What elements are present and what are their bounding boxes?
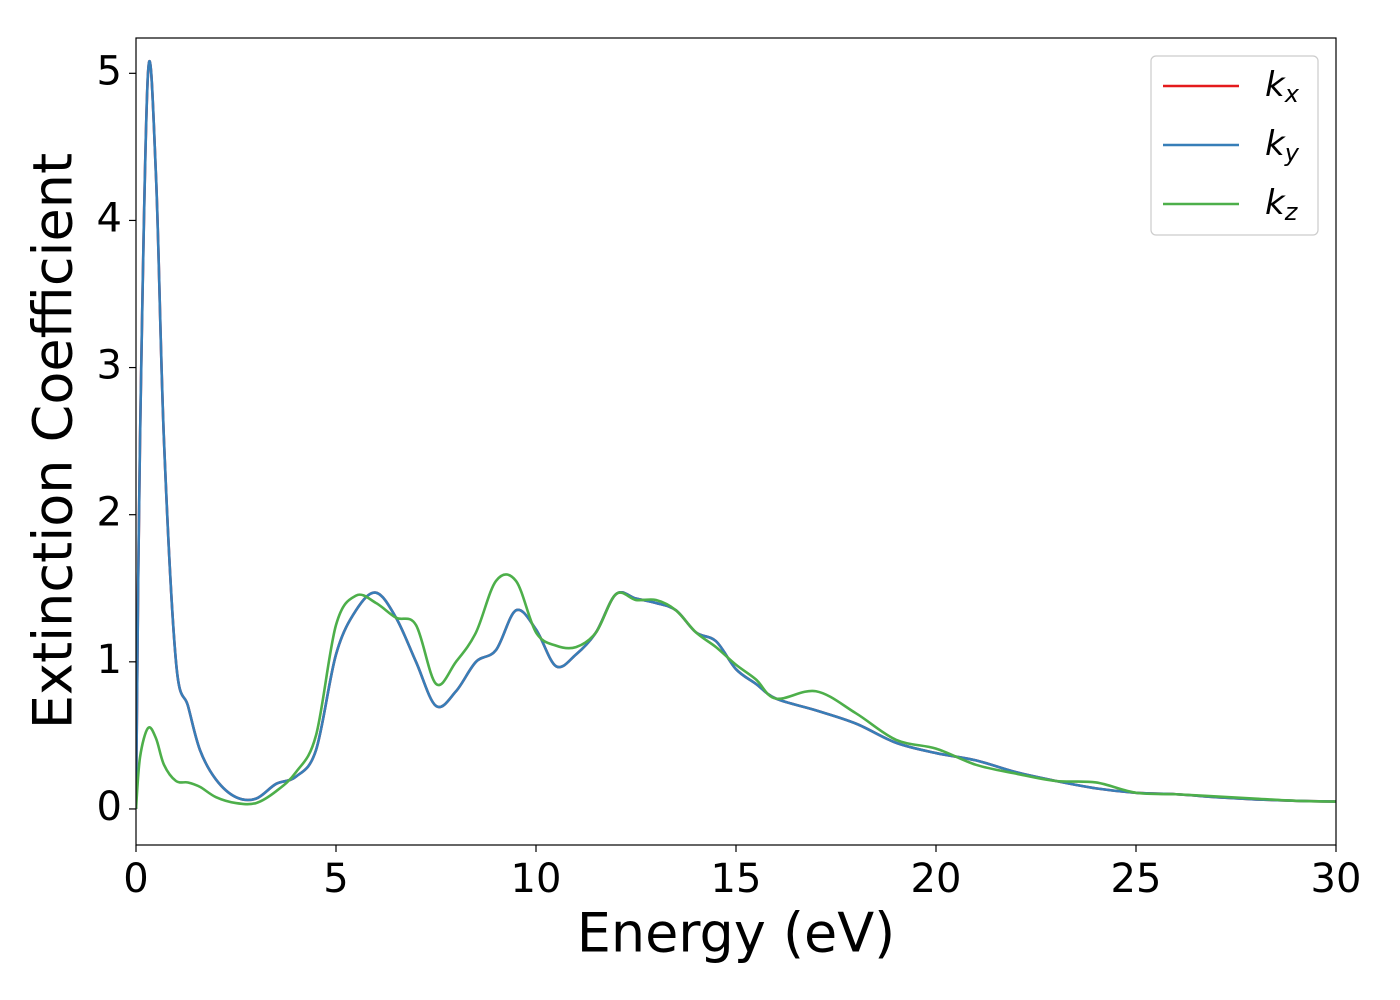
y-tick-label: 1: [97, 637, 122, 683]
y-tick-label: 5: [97, 48, 122, 94]
series-line: [136, 573, 1336, 810]
x-tick-label: 25: [1111, 856, 1162, 902]
y-tick-label: 3: [97, 343, 122, 389]
y-axis-label: Extinction Coefficient: [22, 153, 85, 729]
x-tick-label: 5: [323, 856, 348, 902]
series-line: [136, 60, 1336, 809]
plot-lines: [136, 60, 1336, 810]
legend-label: ky: [1265, 124, 1300, 168]
x-tick-label: 10: [511, 856, 562, 902]
y-tick-label: 4: [97, 195, 122, 241]
y-tick-label: 2: [97, 490, 122, 536]
y-tick-label: 0: [97, 784, 122, 830]
x-axis-label: Energy (eV): [577, 902, 896, 965]
x-tick-label: 30: [1311, 856, 1362, 902]
legend-label: kz: [1265, 183, 1299, 227]
x-tick-label: 20: [911, 856, 962, 902]
plot-frame: [135, 37, 1337, 846]
legend-label: kx: [1265, 65, 1300, 109]
x-tick-label: 0: [123, 856, 148, 902]
x-tick-label: 15: [711, 856, 762, 902]
